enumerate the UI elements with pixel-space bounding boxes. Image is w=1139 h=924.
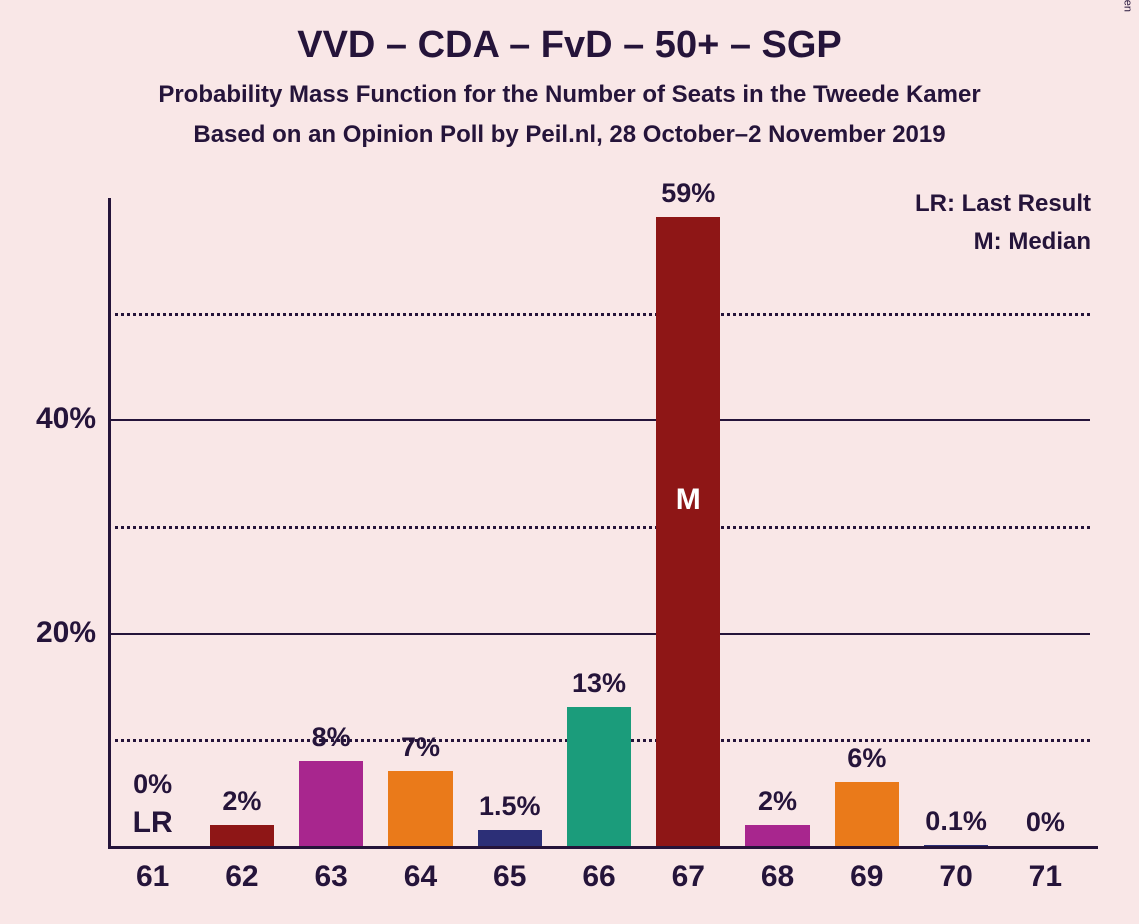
x-tick-label: 68 xyxy=(761,846,794,894)
bar xyxy=(388,771,452,846)
gridline-major xyxy=(108,633,1090,635)
bar xyxy=(210,825,274,846)
x-tick-label: 64 xyxy=(404,846,437,894)
chart-subtitle-1: Probability Mass Function for the Number… xyxy=(0,81,1139,109)
x-tick-label: 67 xyxy=(672,846,705,894)
copyright-text: © 2020 Filip van Laenen xyxy=(1121,0,1133,12)
bar-value-label: 59% xyxy=(661,178,715,209)
x-tick-label: 61 xyxy=(136,846,169,894)
gridline-minor xyxy=(108,313,1090,316)
y-axis-label: 20% xyxy=(36,616,108,650)
gridline-minor xyxy=(108,526,1090,529)
bar-value-label: 6% xyxy=(847,743,886,774)
last-result-marker: LR xyxy=(133,806,173,840)
chart-title: VVD – CDA – FvD – 50+ – SGP xyxy=(0,0,1139,67)
chart-container: VVD – CDA – FvD – 50+ – SGP Probability … xyxy=(0,0,1139,924)
bar xyxy=(299,761,363,846)
x-tick-label: 63 xyxy=(314,846,347,894)
bar-value-label: 1.5% xyxy=(479,791,541,822)
x-tick-label: 69 xyxy=(850,846,883,894)
x-tick-label: 70 xyxy=(939,846,972,894)
bar xyxy=(478,830,542,846)
bar-value-label: 0% xyxy=(133,769,172,800)
bar-value-label: 2% xyxy=(222,786,261,817)
chart-subtitle-2: Based on an Opinion Poll by Peil.nl, 28 … xyxy=(0,121,1139,149)
median-marker: M xyxy=(676,483,701,517)
bar-value-label: 7% xyxy=(401,732,440,763)
x-tick-label: 71 xyxy=(1029,846,1062,894)
x-tick-label: 65 xyxy=(493,846,526,894)
bar xyxy=(656,217,720,846)
bar xyxy=(567,707,631,846)
bar xyxy=(745,825,809,846)
y-axis-label: 40% xyxy=(36,402,108,436)
x-tick-label: 66 xyxy=(582,846,615,894)
bar-value-label: 2% xyxy=(758,786,797,817)
x-tick-label: 62 xyxy=(225,846,258,894)
bar xyxy=(835,782,899,846)
gridline-major xyxy=(108,419,1090,421)
bar-value-label: 8% xyxy=(312,722,351,753)
y-axis-line xyxy=(108,198,111,846)
plot-area: 20%40%LR0%612%628%637%641.5%6513%66M59%6… xyxy=(108,206,1090,846)
bar-value-label: 0% xyxy=(1026,807,1065,838)
bar-value-label: 13% xyxy=(572,668,626,699)
bar-value-label: 0.1% xyxy=(925,806,987,837)
